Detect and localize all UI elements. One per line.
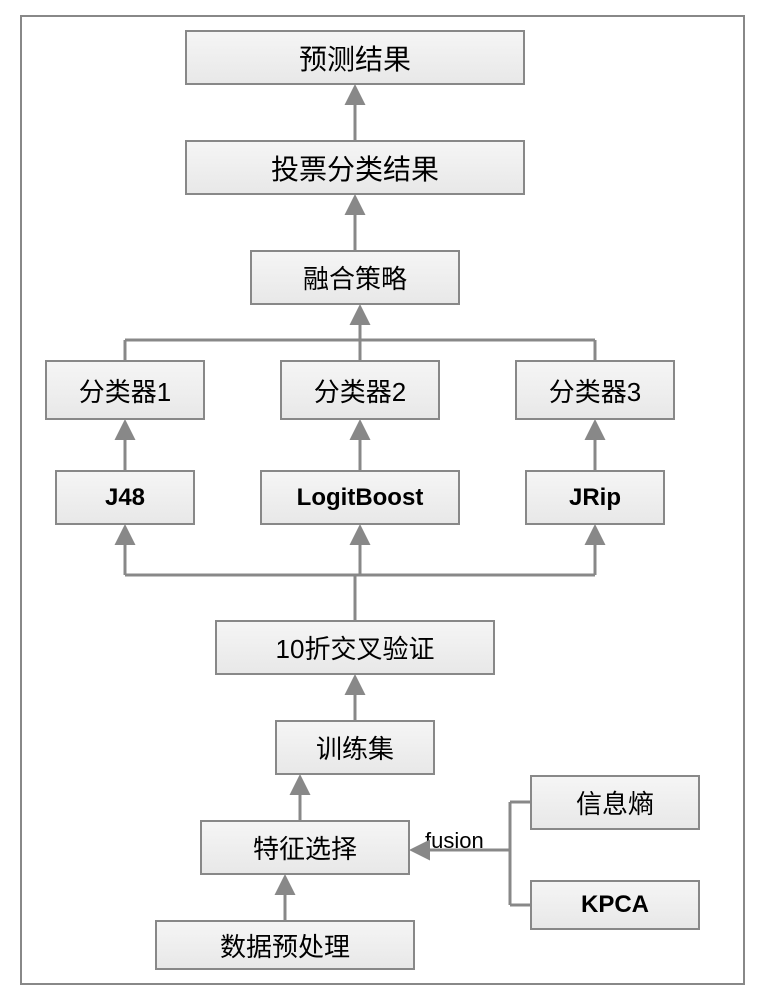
node-classifier1: 分类器1 <box>45 360 205 420</box>
node-prediction-result: 预测结果 <box>185 30 525 85</box>
node-training-set: 训练集 <box>275 720 435 775</box>
node-label: 特征选择 <box>253 829 357 866</box>
node-kpca: KPCA <box>530 880 700 930</box>
node-classifier2: 分类器2 <box>280 360 440 420</box>
node-label: LogitBoost <box>297 484 424 512</box>
node-label: KPCA <box>581 891 649 919</box>
node-label: 分类器2 <box>314 372 406 409</box>
node-label: 预测结果 <box>299 38 411 78</box>
node-label: 融合策略 <box>303 259 407 296</box>
node-label: 投票分类结果 <box>271 148 439 188</box>
node-label: 信息熵 <box>576 784 654 821</box>
node-label: JRip <box>569 484 621 512</box>
node-j48: J48 <box>55 470 195 525</box>
node-info-entropy: 信息熵 <box>530 775 700 830</box>
node-cross-validation: 10折交叉验证 <box>215 620 495 675</box>
node-label: 数据预处理 <box>220 927 350 964</box>
node-label: 分类器3 <box>549 372 641 409</box>
node-feature-selection: 特征选择 <box>200 820 410 875</box>
node-label: 分类器1 <box>79 372 171 409</box>
node-logitboost: LogitBoost <box>260 470 460 525</box>
node-label: J48 <box>105 484 145 512</box>
node-classifier3: 分类器3 <box>515 360 675 420</box>
edge-label-fusion: fusion <box>425 828 484 854</box>
node-fusion-strategy: 融合策略 <box>250 250 460 305</box>
node-data-preprocess: 数据预处理 <box>155 920 415 970</box>
node-jrip: JRip <box>525 470 665 525</box>
node-voting-result: 投票分类结果 <box>185 140 525 195</box>
node-label: 10折交叉验证 <box>276 629 435 666</box>
node-label: 训练集 <box>316 729 394 766</box>
